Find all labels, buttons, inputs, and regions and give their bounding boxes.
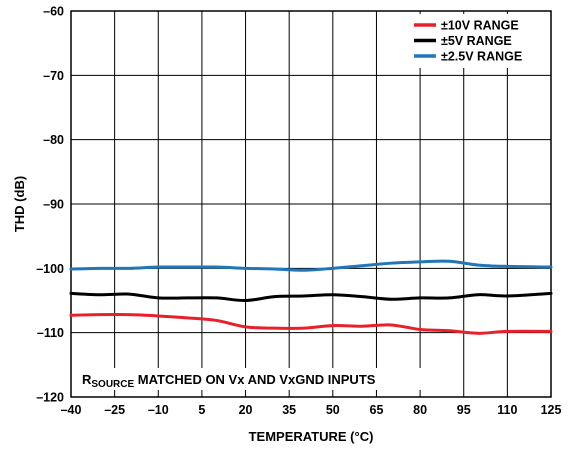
x-tick-label: 65 [370,403,384,417]
y-tick-label: –80 [43,133,64,147]
series-layer [69,259,553,335]
x-tick-label: 20 [239,403,253,417]
y-tick-label: –100 [36,262,64,276]
x-tick-label: –10 [148,403,169,417]
grid [70,10,552,398]
annotation-suffix: MATCHED ON Vx AND VxGND INPUTS [134,372,376,387]
y-tick-labels: –60 –70 –80 –90 –100 –110 –120 [36,5,64,405]
legend-label: ±10V RANGE [441,19,519,33]
annotation-subscript: SOURCE [91,379,134,390]
x-tick-labels: –40 –25 –10 5 20 35 50 65 80 95 110 125 [61,403,562,417]
x-tick-label: 95 [457,403,471,417]
plot-frame [70,10,552,398]
x-tick-label: 80 [413,403,427,417]
y-tick-label: –110 [37,326,64,340]
x-tick-label: –40 [61,403,82,417]
x-tick-label: 125 [541,403,562,417]
legend-label: ±5V RANGE [441,34,512,48]
x-tick-label: 5 [198,403,205,417]
legend: ±10V RANGE±5V RANGE ±2.5V RANGE [410,14,549,68]
annotation-background [79,368,453,390]
x-axis-title: TEMPERATURE (°C) [249,429,374,444]
y-tick-label: –60 [43,5,64,19]
annotation: RSOURCE MATCHED ON Vx AND VxGND INPUTS [79,368,453,390]
x-tick-label: –25 [104,403,125,417]
y-axis-title: THD (dB) [12,176,27,232]
series-line [69,259,553,272]
x-tick-label: 35 [282,403,296,417]
y-tick-label: –90 [43,198,64,212]
y-tick-label: –70 [43,69,64,83]
series-line [69,291,553,303]
annotation-prefix: R [82,372,92,387]
series-line [69,313,553,335]
legend-label: ±2.5V RANGE [441,50,522,64]
x-tick-label: 50 [326,403,340,417]
y-tick-label: –120 [36,391,64,405]
x-tick-label: 110 [497,403,517,417]
annotation-text: RSOURCE MATCHED ON Vx AND VxGND INPUTS [82,372,376,390]
